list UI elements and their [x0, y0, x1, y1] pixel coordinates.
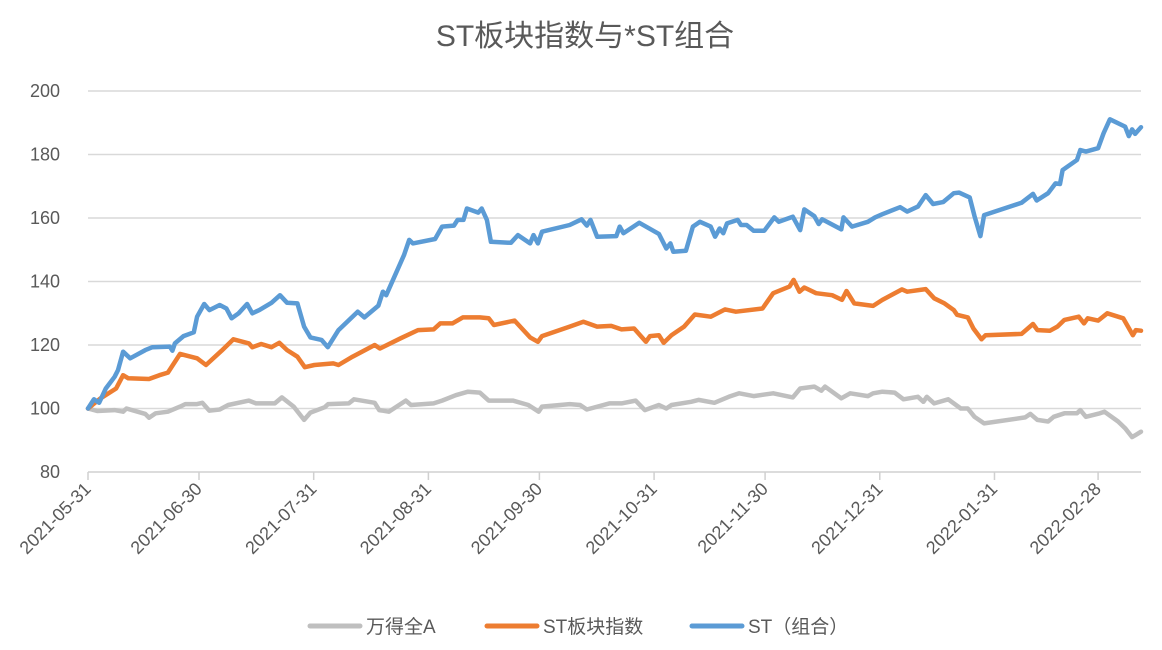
y-tick-label: 100: [30, 399, 60, 419]
gridlines: [88, 90, 1141, 473]
x-tick-label: 2021-07-31: [241, 479, 320, 558]
legend-label-0: 万得全A: [366, 616, 436, 638]
series-line-0: [85, 384, 1144, 440]
x-tick-label: 2021-12-31: [807, 479, 886, 558]
y-tick-label: 120: [30, 335, 60, 355]
y-tick-label: 80: [40, 462, 60, 482]
legend-label-1: ST板块指数: [543, 616, 643, 638]
x-tick-label: 2021-09-30: [467, 479, 546, 558]
x-tick-label: 2022-02-28: [1026, 479, 1105, 558]
series-line-2: [85, 117, 1144, 411]
x-tick-label: 2021-05-31: [16, 479, 95, 558]
series-lines: [85, 117, 1144, 440]
legend-label-2: ST（组合）: [748, 616, 848, 638]
y-axis: 80 100 120 140 160 180 200: [30, 81, 60, 482]
y-tick-label: 160: [30, 208, 60, 228]
x-tick-label: 2021-11-30: [694, 479, 772, 557]
x-tick-label: 2021-10-31: [582, 479, 661, 558]
chart-title: ST板块指数与*ST组合: [436, 20, 734, 53]
y-tick-label: 140: [30, 272, 60, 292]
x-tick-label: 2021-08-31: [356, 479, 435, 558]
y-tick-label: 200: [30, 81, 60, 101]
legend: 万得全A ST板块指数 ST（组合）: [307, 616, 848, 638]
x-tick-label: 2021-06-30: [127, 479, 206, 558]
y-tick-label: 180: [30, 145, 60, 165]
x-tick-label: 2022-01-31: [922, 479, 1001, 558]
x-axis: 2021-05-31 2021-06-30 2021-07-31 2021-08-31…: [16, 472, 1105, 558]
series-line-1: [85, 277, 1144, 411]
